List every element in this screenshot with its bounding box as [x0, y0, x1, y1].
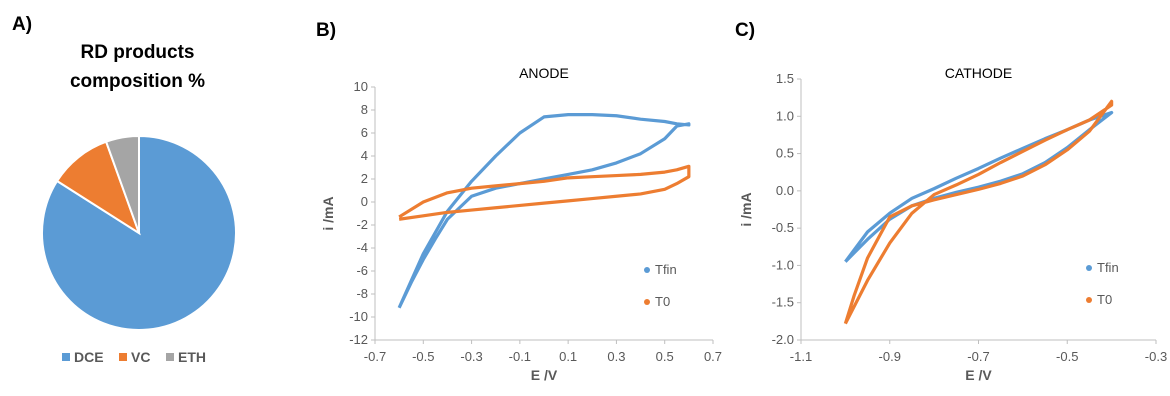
pie-slice-eth: [104, 134, 140, 234]
legend-marker-tfin: [1086, 265, 1092, 271]
anode-chart: ANODE -12 -10 -8 -6 -4 -2 0 2 4 6 8 10 -0.7 -0.5 -0.3 -0…: [320, 65, 722, 383]
y-tick-label: -10: [349, 309, 368, 324]
x-tick-label: -0.3: [1145, 349, 1167, 364]
legend-swatch-vc: [119, 353, 127, 361]
y-tick-label: 4: [361, 148, 368, 163]
cathode-chart: CATHODE -2.0 -1.5 -1.0 -0.5 0.0 0.5 1.0 1.5 -1.1 -…: [738, 65, 1167, 383]
x-axis-label: E /V: [965, 367, 992, 383]
x-tick-label: 0.3: [607, 349, 625, 364]
y-tick-label: -8: [356, 286, 368, 301]
y-tick-label: -1.5: [772, 295, 794, 310]
legend-label-t0: T0: [1097, 292, 1112, 307]
x-tick-label: -0.9: [879, 349, 901, 364]
legend-swatch-dce: [62, 353, 70, 361]
y-tick-label: 10: [354, 79, 368, 94]
y-axis-label: i /mA: [738, 192, 754, 226]
pie-title-line-2: composition %: [69, 71, 206, 92]
x-tick-label: 0.1: [559, 349, 577, 364]
panel-label-b: B): [316, 20, 337, 41]
panel-label-a: A): [12, 14, 33, 35]
x-tick-label: -0.7: [364, 349, 386, 364]
y-tick-label: -2: [356, 217, 368, 232]
x-tick-label: 0.5: [656, 349, 674, 364]
y-tick-label: 1.0: [776, 108, 794, 123]
y-tick-label: 0.5: [776, 146, 794, 161]
series-line-tfin: [844, 110, 1114, 263]
x-tick-label: 0.7: [704, 349, 722, 364]
y-tick-label: -1.0: [772, 257, 794, 272]
x-axis-label: E /V: [531, 367, 558, 383]
y-tick-label: 2: [361, 171, 368, 186]
y-tick-label: 0.0: [776, 183, 794, 198]
y-tick-label: 8: [361, 102, 368, 117]
pie-chart: DCE VC ETH: [41, 134, 237, 365]
legend-label-tfin: Tfin: [1097, 260, 1119, 275]
x-tick-label: -0.1: [509, 349, 531, 364]
panel-label-c: C): [735, 20, 756, 41]
pie-title-line-1: RD products: [80, 42, 195, 63]
legend-marker-t0: [644, 299, 650, 305]
y-tick-label: -0.5: [772, 220, 794, 235]
chart-title: ANODE: [519, 65, 569, 81]
series-line-t0: [843, 99, 1114, 325]
y-tick-label: 0: [361, 194, 368, 209]
y-tick-label: 1.5: [776, 71, 794, 86]
y-tick-label: -6: [356, 263, 368, 278]
legend-marker-t0: [1086, 297, 1092, 303]
legend-label-vc: VC: [131, 349, 150, 365]
legend-label-t0: T0: [655, 294, 670, 309]
y-tick-label: -12: [349, 332, 368, 347]
legend-label-dce: DCE: [74, 349, 104, 365]
series-line-tfin: [397, 112, 691, 309]
legend-label-eth: ETH: [178, 349, 206, 365]
chart-title: CATHODE: [945, 65, 1012, 81]
x-tick-label: -0.3: [460, 349, 482, 364]
legend-label-tfin: Tfin: [655, 262, 677, 277]
y-axis-label: i /mA: [320, 196, 336, 230]
x-tick-label: -1.1: [790, 349, 812, 364]
series-line-t0: [398, 164, 691, 221]
x-tick-label: -0.5: [412, 349, 434, 364]
legend-marker-tfin: [644, 267, 650, 273]
y-tick-label: -2.0: [772, 332, 794, 347]
x-tick-label: -0.5: [1056, 349, 1078, 364]
pie-chart-title: RD products composition %: [30, 38, 245, 96]
legend-swatch-eth: [166, 353, 174, 361]
y-tick-label: -4: [356, 240, 368, 255]
x-tick-label: -0.7: [967, 349, 989, 364]
y-tick-label: 6: [361, 125, 368, 140]
